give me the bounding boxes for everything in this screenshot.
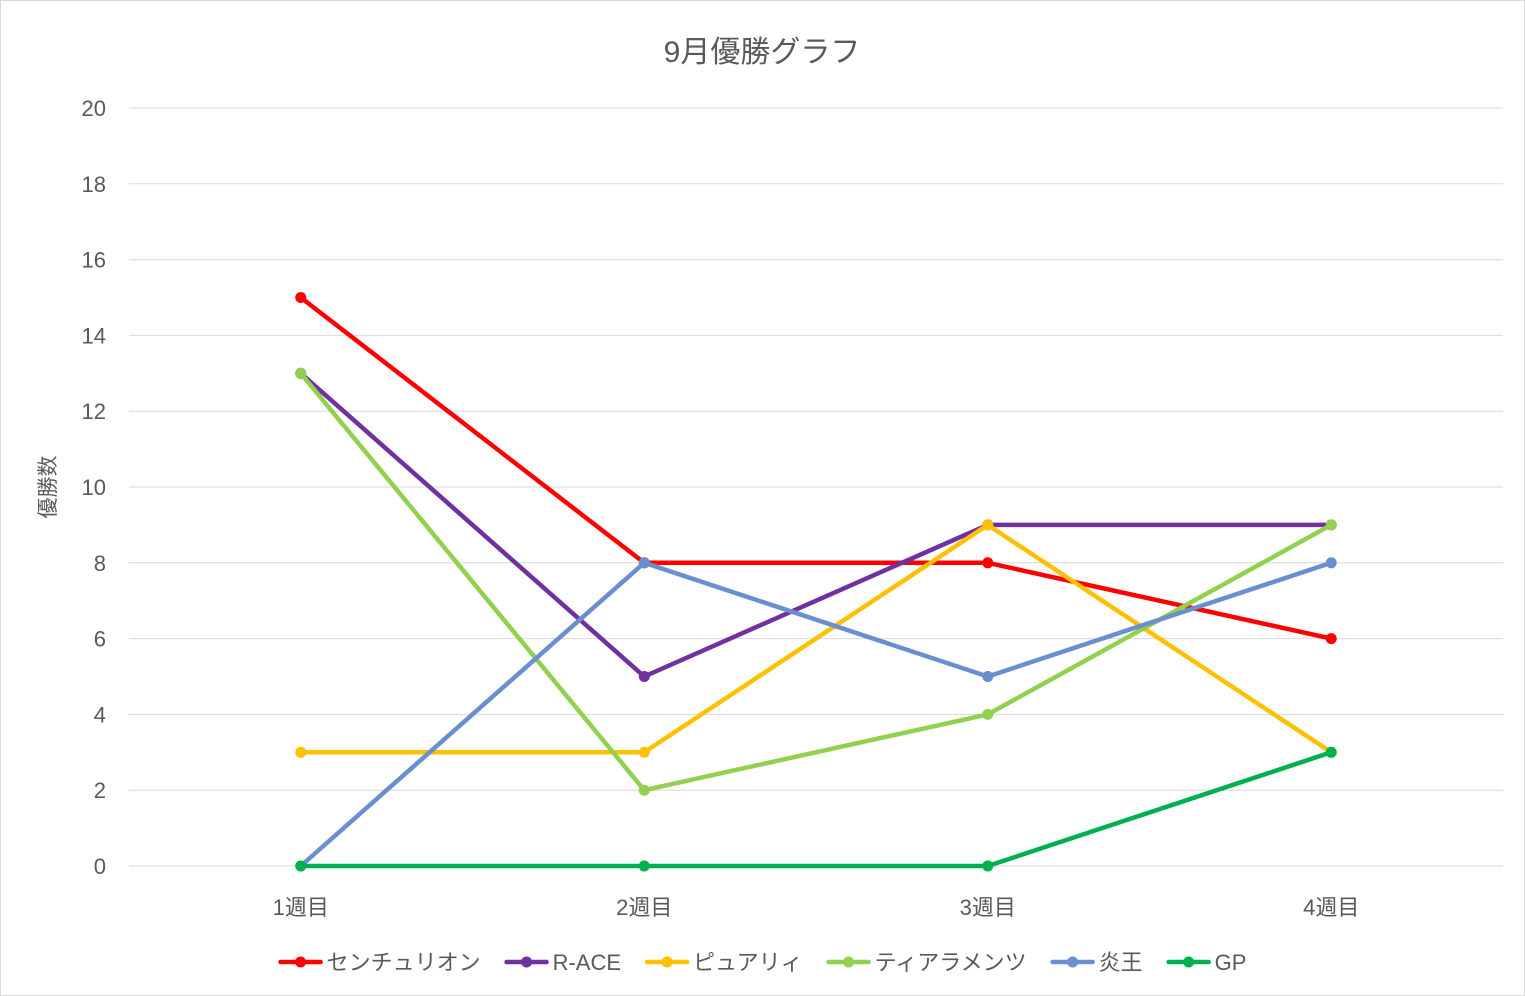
data-point xyxy=(982,860,994,872)
x-axis-ticks: 1週目 2週目 3週目 4週目 xyxy=(273,895,1360,920)
legend-swatch-marker xyxy=(521,956,533,968)
legend-swatch-marker xyxy=(1067,956,1079,968)
legend-item: 炎王 xyxy=(1050,950,1143,975)
y-axis-ticks: 0 2 4 6 8 10 12 14 16 18 20 xyxy=(82,96,106,879)
series-GP xyxy=(295,746,1337,872)
legend-swatch-marker xyxy=(661,956,673,968)
y-axis-label: 優勝数 xyxy=(37,456,60,519)
legend-label: 炎王 xyxy=(1099,950,1143,975)
legend-item: GP xyxy=(1166,950,1247,975)
y-tick-label: 4 xyxy=(94,702,106,727)
data-point xyxy=(982,671,994,682)
x-tick-label: 1週目 xyxy=(273,895,329,920)
data-point xyxy=(638,671,650,682)
data-point xyxy=(638,860,650,872)
legend-label: GP xyxy=(1215,950,1247,975)
legend-item: R-ACE xyxy=(504,950,621,975)
y-tick-label: 16 xyxy=(82,248,106,273)
data-point xyxy=(1325,746,1337,758)
legend-item: センチュリオン xyxy=(278,950,481,975)
series-lines xyxy=(295,292,1337,872)
y-tick-label: 0 xyxy=(94,854,106,879)
data-point xyxy=(295,860,307,872)
legend-item: ティアラメンツ xyxy=(826,950,1027,975)
x-tick-label: 2週目 xyxy=(616,895,672,920)
series-センチュリオン xyxy=(295,292,1337,645)
y-tick-label: 2 xyxy=(94,778,106,803)
data-point xyxy=(982,519,994,531)
x-tick-label: 4週目 xyxy=(1303,895,1359,920)
series-ピュアリィ xyxy=(295,519,1337,758)
legend-label: センチュリオン xyxy=(327,950,481,975)
data-point xyxy=(1325,557,1337,569)
legend-item: ピュアリィ xyxy=(644,950,803,975)
y-tick-label: 6 xyxy=(94,627,106,652)
data-point xyxy=(638,557,650,569)
data-point xyxy=(295,367,307,379)
legend: センチュリオン R-ACE ピュアリィ ティアラメンツ 炎王 GP xyxy=(278,950,1247,975)
chart-title: 9月優勝グラフ xyxy=(664,36,861,69)
y-tick-label: 10 xyxy=(82,475,106,500)
legend-label: ティアラメンツ xyxy=(875,950,1027,975)
data-point xyxy=(1325,519,1337,531)
series-line xyxy=(298,371,1334,679)
data-point xyxy=(638,784,650,796)
legend-swatch-marker xyxy=(843,956,855,968)
y-tick-label: 20 xyxy=(82,96,106,121)
y-tick-label: 12 xyxy=(82,399,106,424)
data-point xyxy=(982,708,994,720)
x-tick-label: 3週目 xyxy=(960,895,1016,920)
data-point xyxy=(295,292,307,303)
data-point xyxy=(982,557,994,569)
legend-swatch-marker xyxy=(1183,956,1195,968)
data-point xyxy=(638,746,650,758)
series-line xyxy=(298,522,1334,755)
y-tick-label: 8 xyxy=(94,551,106,576)
series-line xyxy=(298,295,1334,641)
legend-label: ピュアリィ xyxy=(693,950,803,975)
data-point xyxy=(295,746,307,758)
legend-swatch-marker xyxy=(295,956,307,968)
series-line xyxy=(298,560,1334,869)
series-line xyxy=(298,750,1334,869)
y-tick-label: 14 xyxy=(82,323,106,348)
data-point xyxy=(1325,633,1337,645)
legend-label: R-ACE xyxy=(553,950,621,975)
y-tick-label: 18 xyxy=(82,172,106,197)
